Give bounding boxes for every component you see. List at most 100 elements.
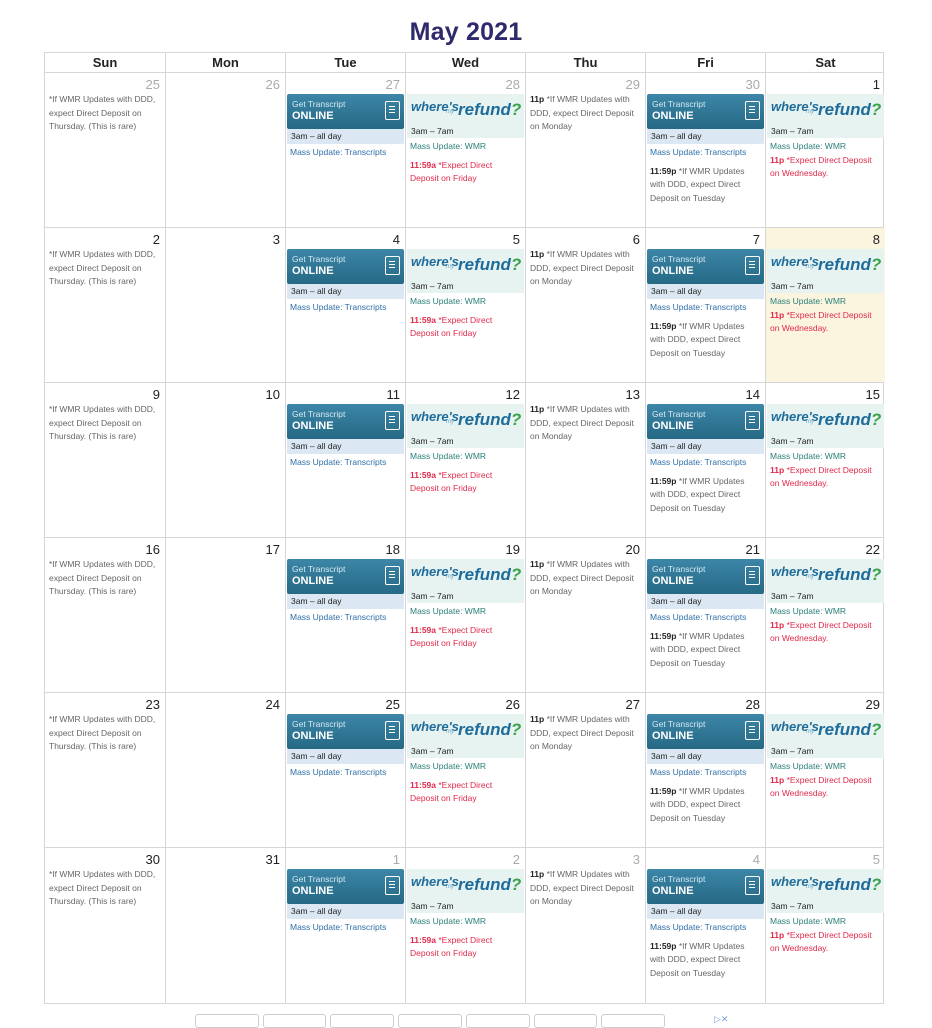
get-transcript-online-event[interactable]: Get Transcript ONLINE	[287, 559, 404, 594]
direct-deposit-monday-event[interactable]: 11p *If WMR Updates with DDD, expect Dir…	[530, 248, 641, 289]
mass-update-wmr-event[interactable]: Mass Update: WMR	[410, 761, 487, 771]
day-cell[interactable]: 27 Get Transcript ONLINE 3am – all day Mass …	[285, 73, 405, 227]
expect-deposit-friday-event[interactable]: 11:59a *Expect Direct Deposit on Friday	[410, 314, 521, 341]
day-cell[interactable]: 3 11p *If WMR Updates with DDD, expect Di…	[525, 848, 645, 1003]
get-transcript-online-event[interactable]: Get Transcript ONLINE	[287, 404, 404, 439]
mass-update-transcripts-event[interactable]: Mass Update: Transcripts	[290, 147, 387, 157]
day-cell[interactable]: 12 where's my refund? 3am – 7am Mass Update: …	[405, 383, 525, 537]
mass-update-transcripts-event[interactable]: Mass Update: Transcripts	[650, 302, 747, 312]
get-transcript-online-event[interactable]: Get Transcript ONLINE	[647, 404, 764, 439]
mass-update-transcripts-event[interactable]: Mass Update: Transcripts	[650, 147, 747, 157]
ad-banner[interactable]	[195, 1014, 666, 1028]
day-cell[interactable]: 10	[165, 383, 285, 537]
day-cell[interactable]: 13 11p *If WMR Updates with DDD, expect D…	[525, 383, 645, 537]
expect-deposit-friday-event[interactable]: 11:59a *Expect Direct Deposit on Friday	[410, 934, 521, 961]
direct-deposit-tuesday-event[interactable]: 11:59p *If WMR Updates with DDD, expect …	[650, 940, 761, 981]
direct-deposit-monday-event[interactable]: 11p *If WMR Updates with DDD, expect Dir…	[530, 558, 641, 599]
direct-deposit-tuesday-event[interactable]: 11:59p *If WMR Updates with DDD, expect …	[650, 165, 761, 206]
day-cell[interactable]: 20 11p *If WMR Updates with DDD, expect D…	[525, 538, 645, 692]
wheres-my-refund-event[interactable]: where's my refund?	[407, 559, 524, 589]
day-cell[interactable]: 9 *If WMR Updates with DDD, expect Direct…	[45, 383, 165, 537]
mass-update-wmr-event[interactable]: Mass Update: WMR	[770, 761, 847, 771]
expect-deposit-wednesday-event[interactable]: 11p *Expect Direct Deposit on Wednesday.	[770, 929, 881, 956]
mass-update-wmr-event[interactable]: Mass Update: WMR	[770, 606, 847, 616]
direct-deposit-note[interactable]: *If WMR Updates with DDD, expect Direct …	[49, 714, 156, 751]
wheres-my-refund-event[interactable]: where's my refund?	[407, 94, 524, 124]
direct-deposit-tuesday-event[interactable]: 11:59p *If WMR Updates with DDD, expect …	[650, 475, 761, 516]
day-cell[interactable]: 19 where's my refund? 3am – 7am Mass Update: …	[405, 538, 525, 692]
day-cell[interactable]: 16 *If WMR Updates with DDD, expect Direc…	[45, 538, 165, 692]
day-cell[interactable]: 25 Get Transcript ONLINE 3am – all day Mass …	[285, 693, 405, 847]
expect-deposit-friday-event[interactable]: 11:59a *Expect Direct Deposit on Friday	[410, 779, 521, 806]
direct-deposit-tuesday-event[interactable]: 11:59p *If WMR Updates with DDD, expect …	[650, 785, 761, 826]
expect-deposit-wednesday-event[interactable]: 11p *Expect Direct Deposit on Wednesday.	[770, 309, 881, 336]
get-transcript-online-event[interactable]: Get Transcript ONLINE	[647, 94, 764, 129]
wheres-my-refund-event[interactable]: where's my refund?	[767, 559, 884, 589]
day-cell[interactable]: 11 Get Transcript ONLINE 3am – all day Mass …	[285, 383, 405, 537]
direct-deposit-monday-event[interactable]: 11p *If WMR Updates with DDD, expect Dir…	[530, 403, 641, 444]
mass-update-transcripts-event[interactable]: Mass Update: Transcripts	[290, 457, 387, 467]
mass-update-transcripts-event[interactable]: Mass Update: Transcripts	[290, 612, 387, 622]
day-cell[interactable]: 5 where's my refund? 3am – 7am Mass Update: W…	[405, 228, 525, 382]
wheres-my-refund-event[interactable]: where's my refund?	[407, 249, 524, 279]
day-cell[interactable]: 27 11p *If WMR Updates with DDD, expect D…	[525, 693, 645, 847]
day-cell[interactable]: 30 Get Transcript ONLINE 3am – all day Mass …	[645, 73, 765, 227]
day-cell[interactable]: 28 Get Transcript ONLINE 3am – all day Mass …	[645, 693, 765, 847]
get-transcript-online-event[interactable]: Get Transcript ONLINE	[647, 869, 764, 904]
day-cell[interactable]: 1 where's my refund? 3am – 7am Mass Update: W…	[765, 73, 885, 227]
direct-deposit-note[interactable]: *If WMR Updates with DDD, expect Direct …	[49, 559, 156, 596]
day-cell[interactable]: 25 *If WMR Updates with DDD, expect Direc…	[45, 73, 165, 227]
direct-deposit-note[interactable]: *If WMR Updates with DDD, expect Direct …	[49, 94, 156, 131]
direct-deposit-note[interactable]: *If WMR Updates with DDD, expect Direct …	[49, 249, 156, 286]
day-cell[interactable]: 23 *If WMR Updates with DDD, expect Direc…	[45, 693, 165, 847]
day-cell[interactable]: 4 Get Transcript ONLINE 3am – all day Mass U…	[645, 848, 765, 1003]
wheres-my-refund-event[interactable]: where's my refund?	[767, 404, 884, 434]
direct-deposit-tuesday-event[interactable]: 11:59p *If WMR Updates with DDD, expect …	[650, 630, 761, 671]
mass-update-wmr-event[interactable]: Mass Update: WMR	[770, 296, 847, 306]
day-cell[interactable]: 2 where's my refund? 3am – 7am Mass Update: W…	[405, 848, 525, 1003]
day-cell[interactable]: 28 where's my refund? 3am – 7am Mass Update: …	[405, 73, 525, 227]
day-cell[interactable]: 29 where's my refund? 3am – 7am Mass Update: …	[765, 693, 885, 847]
get-transcript-online-event[interactable]: Get Transcript ONLINE	[647, 249, 764, 284]
day-cell[interactable]: 17	[165, 538, 285, 692]
expect-deposit-friday-event[interactable]: 11:59a *Expect Direct Deposit on Friday	[410, 624, 521, 651]
day-cell[interactable]: 1 Get Transcript ONLINE 3am – all day Mass U…	[285, 848, 405, 1003]
mass-update-transcripts-event[interactable]: Mass Update: Transcripts	[650, 457, 747, 467]
wheres-my-refund-event[interactable]: where's my refund?	[407, 404, 524, 434]
mass-update-transcripts-event[interactable]: Mass Update: Transcripts	[290, 767, 387, 777]
get-transcript-online-event[interactable]: Get Transcript ONLINE	[287, 869, 404, 904]
mass-update-wmr-event[interactable]: Mass Update: WMR	[410, 451, 487, 461]
mass-update-wmr-event[interactable]: Mass Update: WMR	[770, 451, 847, 461]
direct-deposit-tuesday-event[interactable]: 11:59p *If WMR Updates with DDD, expect …	[650, 320, 761, 361]
mass-update-transcripts-event[interactable]: Mass Update: Transcripts	[290, 302, 387, 312]
expect-deposit-wednesday-event[interactable]: 11p *Expect Direct Deposit on Wednesday.	[770, 619, 881, 646]
mass-update-wmr-event[interactable]: Mass Update: WMR	[410, 141, 487, 151]
expect-deposit-friday-event[interactable]: 11:59a *Expect Direct Deposit on Friday	[410, 469, 521, 496]
expect-deposit-friday-event[interactable]: 11:59a *Expect Direct Deposit on Friday	[410, 159, 521, 186]
get-transcript-online-event[interactable]: Get Transcript ONLINE	[287, 249, 404, 284]
day-cell[interactable]: 15 where's my refund? 3am – 7am Mass Update: …	[765, 383, 885, 537]
day-cell[interactable]: 2 *If WMR Updates with DDD, expect Direct…	[45, 228, 165, 382]
wheres-my-refund-event[interactable]: where's my refund?	[407, 714, 524, 744]
day-cell[interactable]: 26	[165, 73, 285, 227]
mass-update-transcripts-event[interactable]: Mass Update: Transcripts	[650, 612, 747, 622]
ad-close-icon[interactable]: ▷✕	[714, 1014, 729, 1024]
direct-deposit-monday-event[interactable]: 11p *If WMR Updates with DDD, expect Dir…	[530, 93, 641, 134]
direct-deposit-note[interactable]: *If WMR Updates with DDD, expect Direct …	[49, 869, 156, 906]
mass-update-wmr-event[interactable]: Mass Update: WMR	[770, 141, 847, 151]
expect-deposit-wednesday-event[interactable]: 11p *Expect Direct Deposit on Wednesday.	[770, 154, 881, 181]
direct-deposit-monday-event[interactable]: 11p *If WMR Updates with DDD, expect Dir…	[530, 868, 641, 909]
day-cell[interactable]: 4 Get Transcript ONLINE 3am – all day Mass U…	[285, 228, 405, 382]
day-cell[interactable]: 18 Get Transcript ONLINE 3am – all day Mass …	[285, 538, 405, 692]
day-cell[interactable]: 26 where's my refund? 3am – 7am Mass Update: …	[405, 693, 525, 847]
day-cell[interactable]: 29 11p *If WMR Updates with DDD, expect D…	[525, 73, 645, 227]
get-transcript-online-event[interactable]: Get Transcript ONLINE	[287, 94, 404, 129]
mass-update-transcripts-event[interactable]: Mass Update: Transcripts	[650, 767, 747, 777]
direct-deposit-monday-event[interactable]: 11p *If WMR Updates with DDD, expect Dir…	[530, 713, 641, 754]
day-cell[interactable]: 7 Get Transcript ONLINE 3am – all day Mass U…	[645, 228, 765, 382]
wheres-my-refund-event[interactable]: where's my refund?	[767, 869, 884, 899]
direct-deposit-note[interactable]: *If WMR Updates with DDD, expect Direct …	[49, 404, 156, 441]
wheres-my-refund-event[interactable]: where's my refund?	[767, 249, 884, 279]
day-cell[interactable]: 24	[165, 693, 285, 847]
mass-update-transcripts-event[interactable]: Mass Update: Transcripts	[290, 922, 387, 932]
